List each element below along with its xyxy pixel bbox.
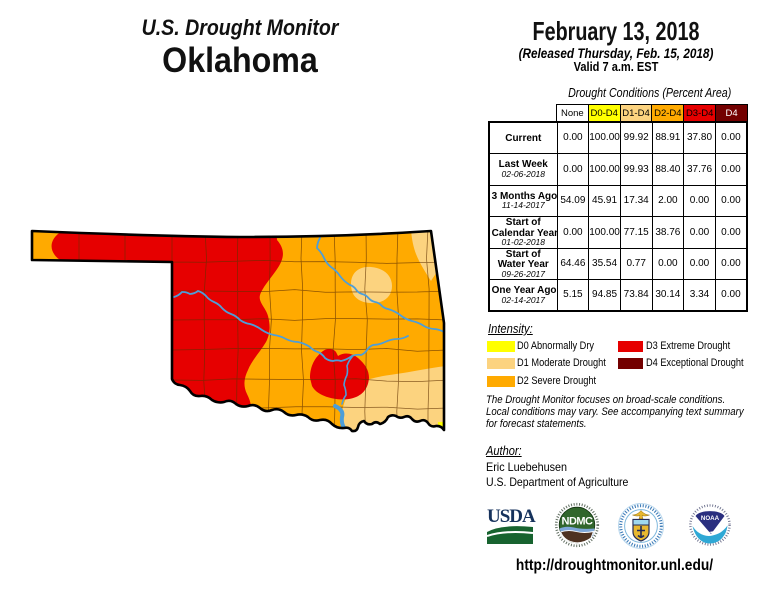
svg-text:NOAA: NOAA <box>701 515 720 522</box>
svg-text:NDMC: NDMC <box>562 516 594 528</box>
